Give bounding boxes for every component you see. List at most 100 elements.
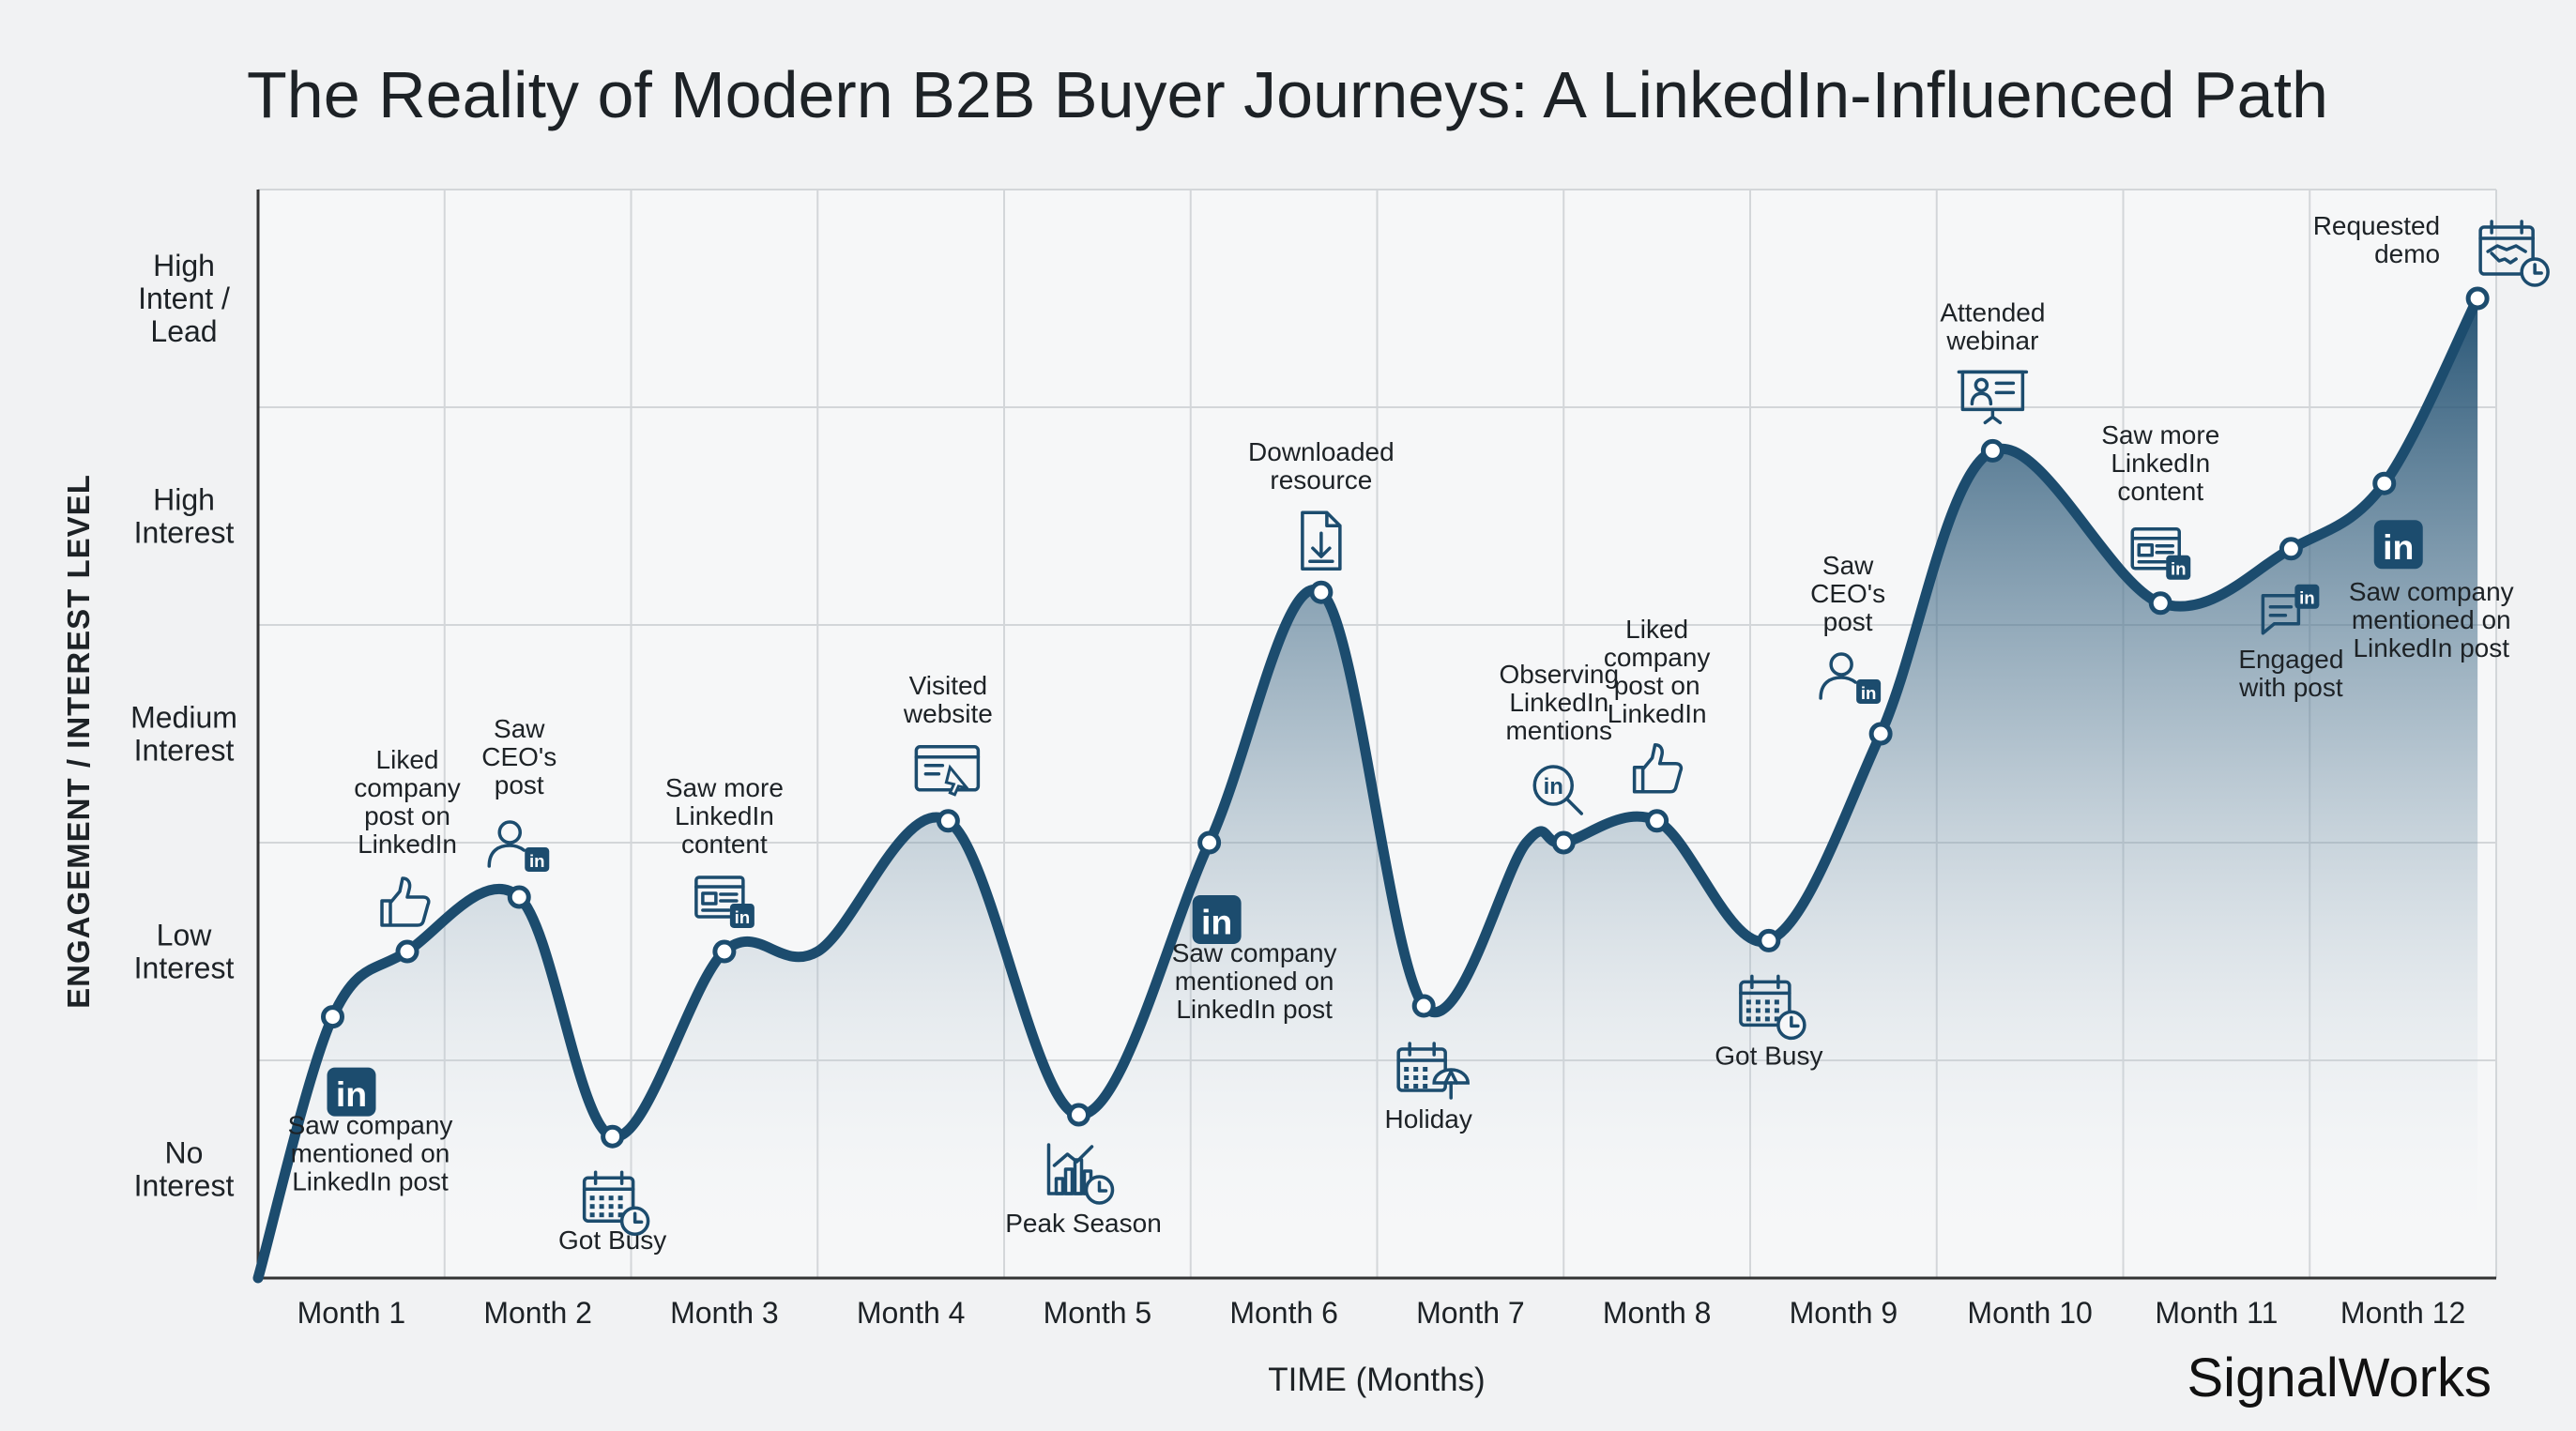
linkedin-icon: in	[1192, 895, 1242, 944]
annotation-label: Observing LinkedIn mentions	[1499, 660, 1619, 745]
annotation: Peak Season	[1005, 1143, 1162, 1238]
thumbs-up-icon	[380, 876, 431, 927]
data-point	[507, 885, 531, 909]
engagement-line	[252, 293, 2483, 1284]
browser-cursor-icon	[914, 745, 981, 797]
svg-text:in: in	[529, 851, 545, 871]
thumbs-up-icon	[1632, 743, 1684, 794]
data-point	[2372, 471, 2397, 495]
annotation: Got Busy	[1715, 974, 1822, 1070]
y-axis-title: ENGAGEMENT / INTEREST LEVEL	[61, 474, 96, 1009]
annotation-label: Liked company post on LinkedIn	[1604, 615, 1711, 728]
x-tick-label: Month 1	[297, 1296, 406, 1330]
data-point	[1067, 1103, 1090, 1127]
x-tick-label: Month 4	[857, 1296, 966, 1330]
data-point	[936, 809, 960, 833]
data-point	[1645, 809, 1669, 833]
annotation-label: Saw company mentioned on LinkedIn post	[1172, 938, 1337, 1024]
svg-text:in: in	[1861, 683, 1877, 703]
chart-title: The Reality of Modern B2B Buyer Journeys…	[247, 58, 2328, 131]
linkedin-icon: in	[327, 1067, 376, 1117]
data-point	[2279, 537, 2303, 561]
annotation-label: Saw CEO's post	[1810, 551, 1885, 636]
annotation: Holiday	[1384, 1042, 1472, 1134]
annotation: in Observing LinkedIn mentions	[1499, 660, 1619, 815]
y-tick-label: Medium Interest	[130, 701, 237, 768]
x-tick-label: Month 9	[1790, 1296, 1898, 1330]
data-point	[712, 939, 737, 964]
annotation-label: Engaged with post	[2238, 645, 2343, 702]
data-point	[1197, 830, 1222, 855]
annotation: in Engaged with post	[2238, 584, 2343, 702]
data-point	[1868, 722, 1893, 746]
brand-logo: SignalWorks	[2187, 1347, 2492, 1408]
chart-clock-icon	[1046, 1143, 1115, 1205]
linkedin-icon: in	[2373, 520, 2423, 570]
presentation-icon	[1957, 370, 2029, 425]
data-point	[2465, 286, 2490, 311]
annotation: in Saw CEO's post	[481, 714, 556, 872]
annotation: Requested demo	[2313, 211, 2550, 287]
feed-linkedin-icon: in	[694, 875, 755, 928]
x-tick-label: Month 3	[670, 1296, 779, 1330]
data-point	[1551, 830, 1576, 855]
download-doc-icon	[1301, 510, 1342, 571]
x-tick-label: Month 8	[1603, 1296, 1712, 1330]
annotation-label: Saw more LinkedIn content	[665, 773, 784, 859]
y-tick-label: No Interest	[134, 1136, 235, 1203]
annotation: Downloaded resource	[1248, 437, 1395, 571]
annotation-label: Peak Season	[1005, 1209, 1162, 1238]
annotation-label: Saw CEO's post	[481, 714, 556, 799]
x-tick-label: Month 11	[2155, 1296, 2278, 1330]
data-point	[1411, 994, 1436, 1018]
data-point	[2148, 591, 2172, 616]
feed-linkedin-icon: in	[2130, 527, 2191, 580]
annotation: Attended webinar	[1940, 297, 2045, 425]
annotation: in Saw more LinkedIn content	[665, 773, 784, 928]
x-tick-label: Month 12	[2340, 1296, 2465, 1330]
person-linkedin-icon: in	[1819, 652, 1882, 704]
y-tick-label: Low Interest	[134, 919, 235, 985]
annotation-label: Requested demo	[2313, 211, 2440, 268]
annotation-label: Downloaded resource	[1248, 437, 1395, 495]
data-point	[1309, 580, 1334, 604]
annotation: in Saw CEO's post	[1810, 551, 1885, 704]
y-tick-label: High Interest	[134, 483, 235, 550]
annotation: Liked company post on LinkedIn	[354, 745, 461, 927]
data-point	[395, 939, 419, 964]
x-axis-title: TIME (Months)	[1268, 1362, 1485, 1398]
annotation-label: Holiday	[1384, 1104, 1471, 1134]
annotation: Visited website	[903, 671, 993, 797]
annotation-label: Got Busy	[558, 1225, 666, 1255]
svg-text:in: in	[1544, 774, 1563, 799]
annotation-label: Attended webinar	[1940, 297, 2045, 355]
svg-text:in: in	[1201, 903, 1232, 942]
y-tick-label: High Intent / Lead	[138, 249, 230, 348]
calendar-umbrella-icon	[1396, 1042, 1470, 1100]
data-point	[601, 1124, 625, 1149]
annotation-label: Got Busy	[1715, 1041, 1822, 1070]
calendar-handshake-icon	[2478, 220, 2550, 287]
annotation: Liked company post on LinkedIn	[1604, 615, 1711, 794]
annotation-label: Saw more LinkedIn content	[2101, 420, 2219, 506]
annotation-label: Saw company mentioned on LinkedIn post	[288, 1111, 453, 1196]
calendar-clock-icon	[582, 1170, 650, 1236]
x-tick-label: Month 7	[1416, 1296, 1525, 1330]
annotation: Got Busy	[558, 1170, 666, 1255]
calendar-clock-icon	[1739, 974, 1806, 1041]
svg-text:in: in	[2383, 527, 2414, 567]
chat-linkedin-icon: in	[2261, 584, 2320, 635]
annotation-label: Visited website	[903, 671, 993, 728]
annotation-label: Saw company mentioned on LinkedIn post	[2349, 577, 2514, 662]
svg-text:in: in	[2171, 559, 2187, 579]
svg-text:in: in	[336, 1074, 367, 1114]
search-linkedin-icon: in	[1532, 765, 1583, 815]
annotation: in Saw more LinkedIn content	[2101, 420, 2219, 580]
svg-text:in: in	[2299, 588, 2315, 608]
data-point	[1980, 438, 2004, 463]
svg-text:in: in	[735, 907, 751, 927]
data-point	[321, 1005, 344, 1029]
